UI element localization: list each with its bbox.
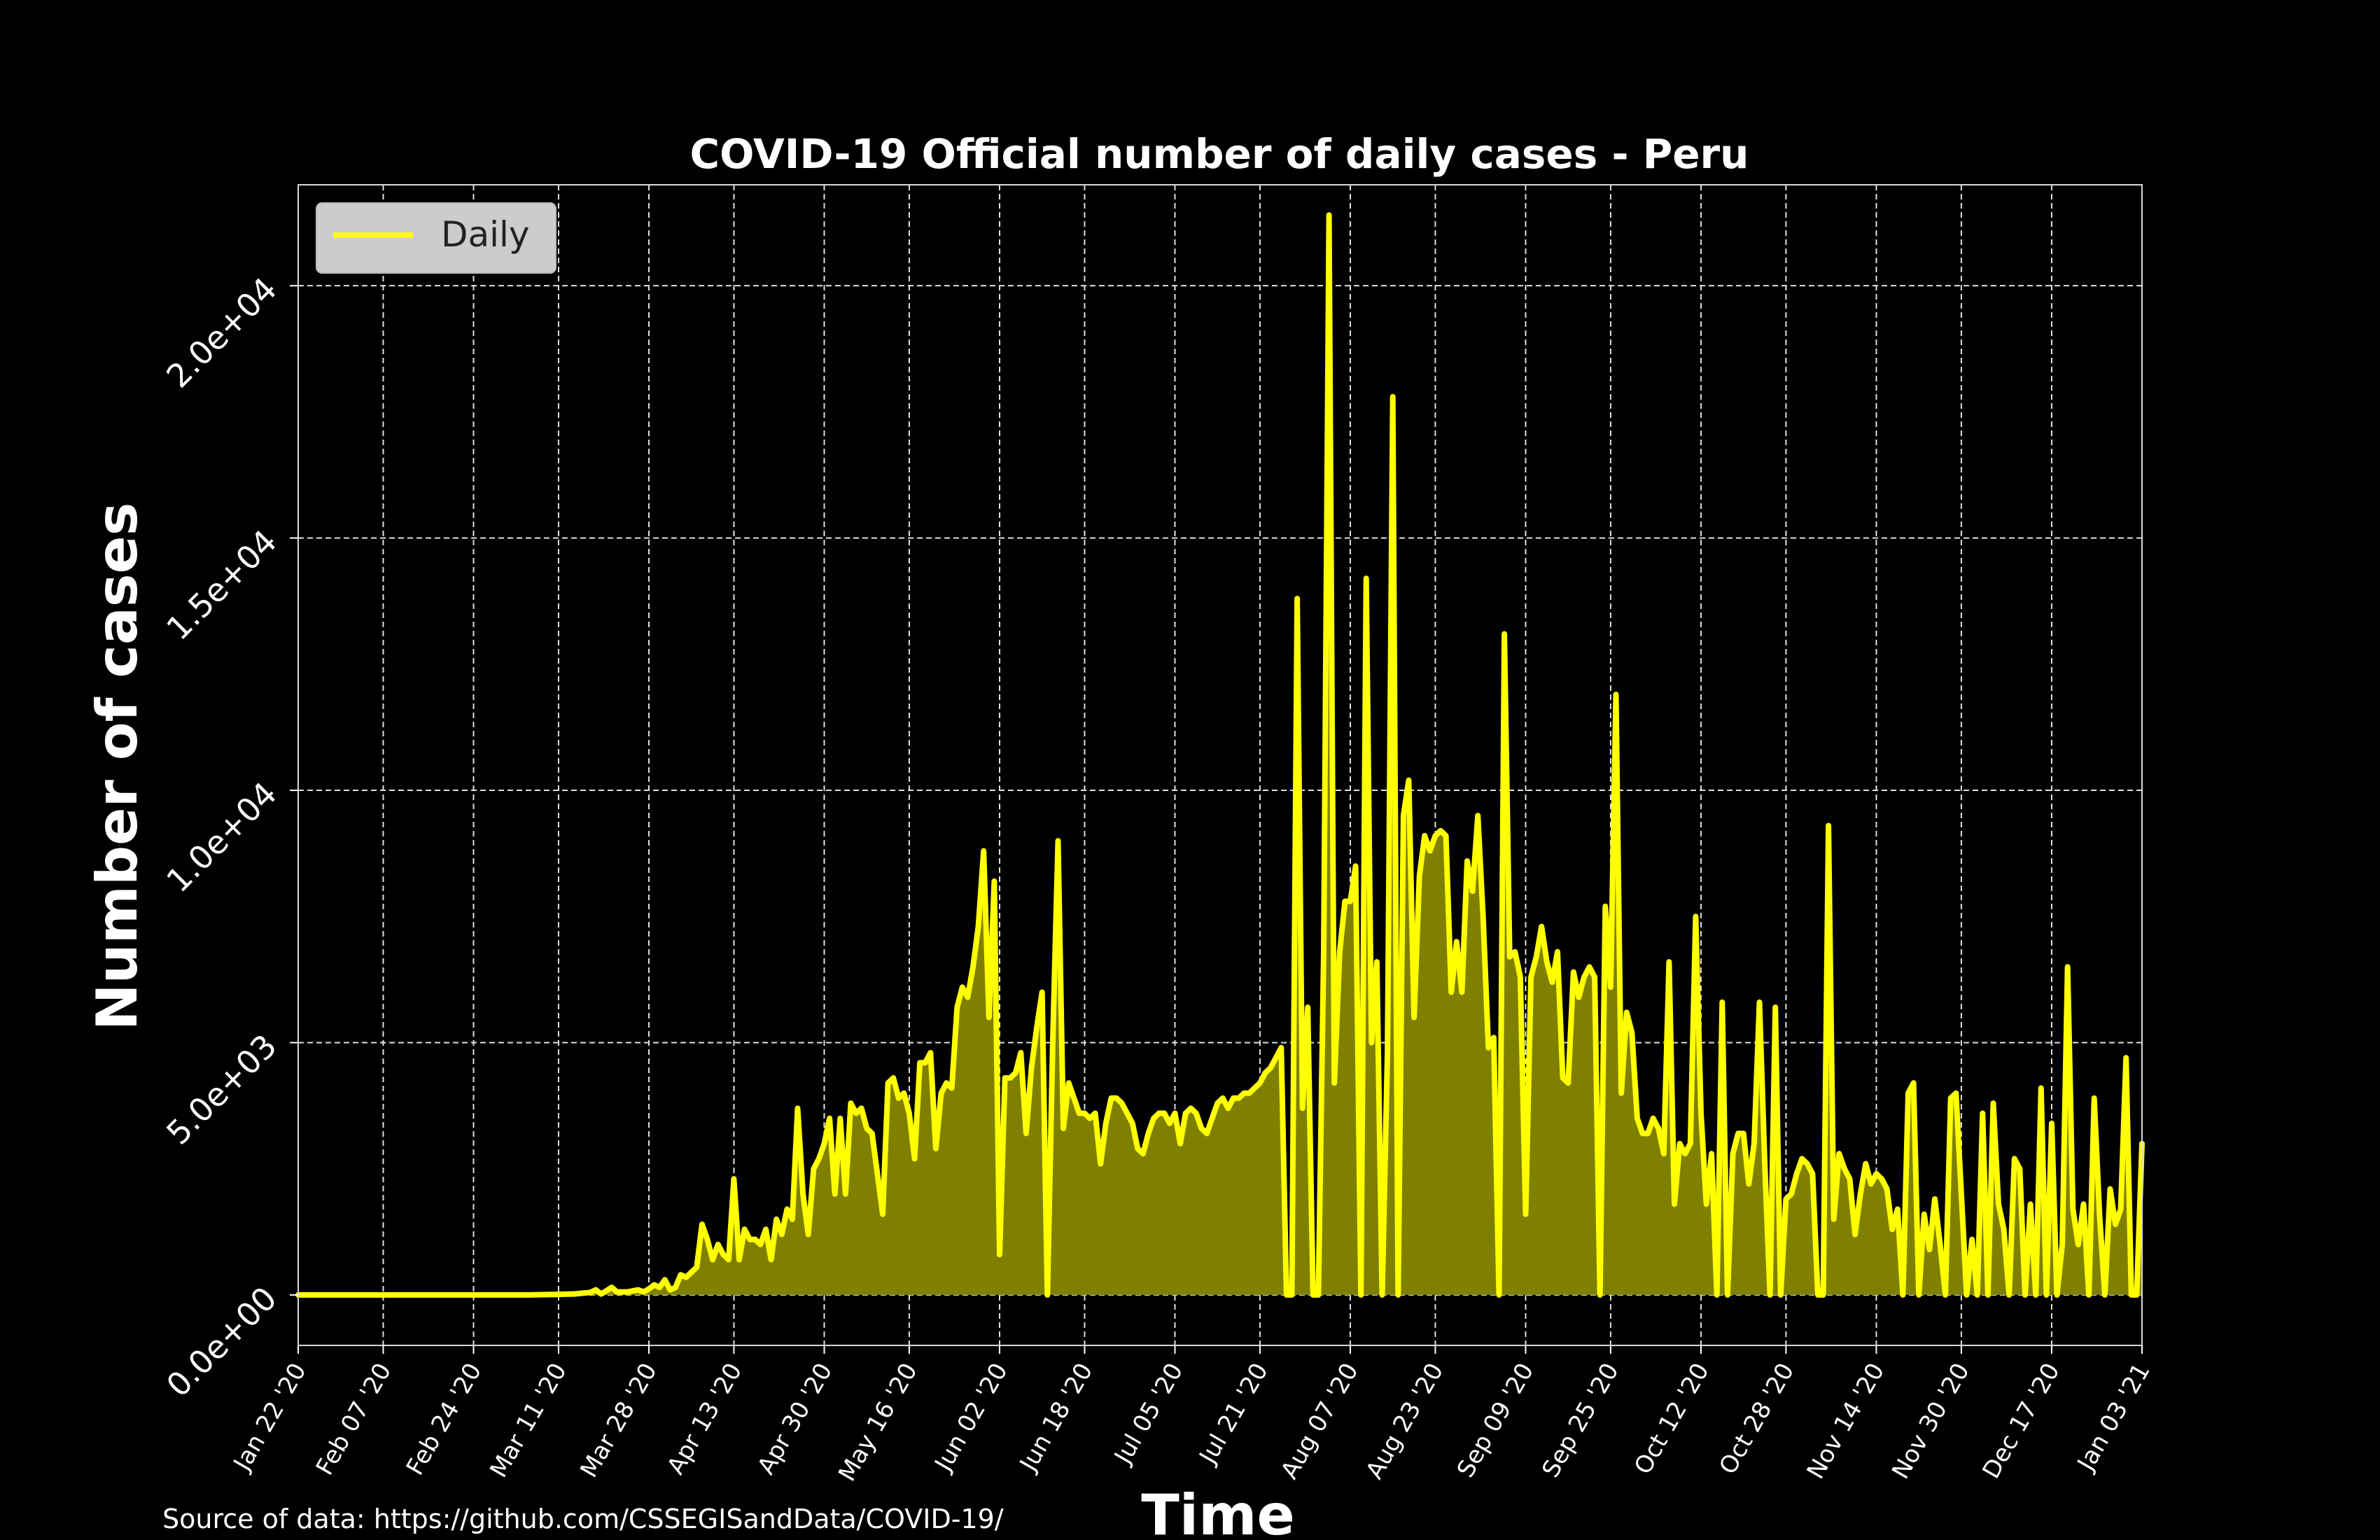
legend-box <box>316 202 556 274</box>
y-axis-label: Number of cases <box>85 503 150 1031</box>
legend-label-daily: Daily <box>441 214 530 255</box>
series-area-fill <box>298 215 2142 1295</box>
x-axis-label: Time <box>1141 1483 1295 1540</box>
series-line-daily <box>295 212 2145 1298</box>
chart-title: COVID-19 Official number of daily cases … <box>690 130 1749 178</box>
plot-frame <box>298 184 2143 1346</box>
source-note: Source of data: https://github.com/CSSEG… <box>162 1504 1004 1534</box>
legend: Daily <box>316 202 556 274</box>
